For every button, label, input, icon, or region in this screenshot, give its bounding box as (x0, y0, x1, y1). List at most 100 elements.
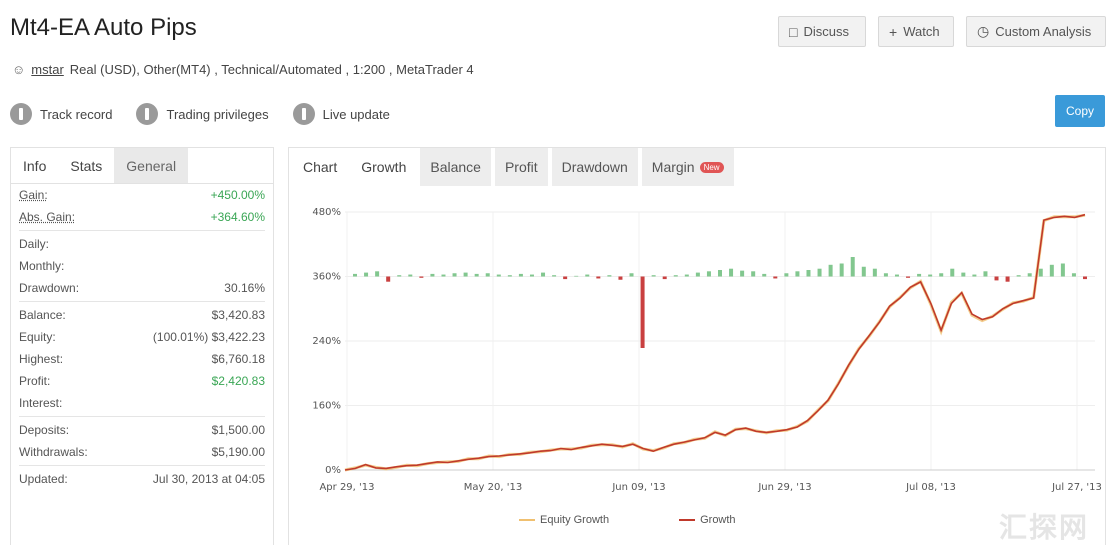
profit-bar (806, 270, 811, 277)
stat-row: Equity: (100.01%) $3,422.23 (11, 326, 273, 348)
stats-panel: Info Stats General Gain: +450.00% Abs. Gai… (10, 147, 274, 545)
profit-bar (640, 276, 645, 348)
growth-line (344, 213, 1086, 471)
user-icon: ☺ (12, 62, 26, 77)
profit-bar (773, 276, 778, 279)
tab-stats[interactable]: Stats (58, 148, 115, 183)
chart-tab-label: Drawdown (561, 159, 628, 175)
custom-analysis-label: Custom Analysis (995, 24, 1092, 39)
stats-divider (19, 465, 265, 466)
toggle-label: Track record (40, 106, 113, 122)
tab-drawdown[interactable]: Drawdown (551, 148, 638, 186)
toggle-label: Live update (322, 106, 390, 122)
profit-bar (828, 264, 833, 277)
profit-bar (463, 272, 468, 277)
profit-bar (928, 274, 933, 277)
toggle-knob-icon (136, 103, 159, 125)
stat-row: Withdrawals: $5,190.00 (11, 441, 273, 463)
stat-row: Interest: (11, 392, 273, 414)
stat-row: Gain: +450.00% (11, 184, 273, 206)
profit-bar (397, 275, 402, 277)
chart-tab-label: Growth (361, 159, 407, 175)
track-record-toggle[interactable]: Track record (10, 103, 112, 125)
trading-privileges-toggle[interactable]: Trading privileges (136, 103, 269, 125)
growth-chart: 0% 160% 240% 360% 480% Apr 29, '13 May 20, '13… (312, 207, 1102, 493)
profit-bar (441, 274, 446, 277)
new-badge: New (699, 161, 724, 173)
profit-bar (596, 276, 601, 279)
y-tick-label: 0% (325, 465, 341, 476)
stats-divider (19, 301, 265, 302)
chart-tabs: Chart Growth Balance Profit Drawdown Margin Ne… (289, 148, 1105, 186)
stat-row: Profit: $2,420.83 (11, 370, 273, 392)
stat-value: 30.16% (224, 281, 265, 295)
profit-bar (618, 276, 623, 280)
stat-label: Equity: (19, 330, 56, 344)
stat-label: Gain: (19, 188, 48, 202)
legend-label: Growth (700, 514, 736, 526)
tab-margin[interactable]: Margin New (641, 148, 734, 186)
stat-value: $3,420.83 (211, 308, 265, 322)
stat-row: Balance: $3,420.83 (11, 304, 273, 326)
stat-row: Abs. Gain: +364.60% (11, 206, 273, 228)
stat-label: Daily: (19, 237, 50, 251)
y-tick-label: 240% (312, 336, 341, 347)
watch-button[interactable]: + Watch (878, 16, 954, 47)
custom-analysis-button[interactable]: ◷ Custom Analysis (966, 16, 1106, 47)
profit-bar (430, 273, 435, 277)
y-tick-label: 480% (312, 207, 341, 218)
profit-bar (950, 268, 955, 277)
tab-info[interactable]: Info (11, 148, 59, 183)
y-tick-label: 360% (312, 272, 341, 283)
chart-tab-label: Profit (504, 159, 538, 175)
stat-row: Monthly: (11, 255, 273, 277)
stat-value: $2,420.83 (211, 374, 265, 388)
profit-bar (850, 257, 855, 277)
profit-bar (353, 273, 357, 277)
tab-profit[interactable]: Profit (494, 148, 548, 186)
stat-value: $1,500.00 (211, 423, 265, 437)
live-update-toggle[interactable]: Live update (292, 103, 390, 125)
y-tick-label: 160% (312, 401, 341, 412)
stat-label: Withdrawals: (19, 445, 88, 459)
profit-bar (507, 275, 512, 277)
stat-row: Highest: $6,760.18 (11, 348, 273, 370)
copy-button[interactable]: Copy (1055, 95, 1105, 127)
tab-general[interactable]: General (114, 148, 189, 183)
legend-growth[interactable]: Growth (679, 514, 736, 526)
profit-bar (529, 274, 534, 277)
profit-bar (872, 268, 877, 277)
profit-bar (817, 268, 822, 277)
profit-bar (795, 271, 800, 277)
profit-bar (408, 274, 413, 277)
profit-bar (386, 276, 391, 282)
user-link[interactable]: mstar (31, 62, 64, 77)
chart-tab-label: Balance (430, 159, 481, 175)
x-tick-label: Apr 29, '13 (319, 482, 374, 493)
stat-row: Updated: Jul 30, 2013 at 04:05 (11, 468, 273, 490)
stat-label: Monthly: (19, 259, 65, 273)
x-tick-label: Jul 08, '13 (905, 482, 956, 493)
profit-bar (485, 273, 490, 277)
profit-bar (994, 276, 999, 281)
profit-bar (906, 276, 911, 278)
tab-chart[interactable]: Chart (293, 148, 347, 186)
system-meta: ☺ mstar Real (USD), Other(MT4) , Technic… (12, 62, 474, 77)
toggle-knob-icon (10, 103, 32, 125)
stat-label: Interest: (19, 396, 63, 410)
plus-icon: + (889, 23, 898, 40)
stat-label: Updated: (19, 472, 68, 486)
profit-bar (729, 268, 734, 277)
legend-swatch-equity (519, 519, 535, 521)
legend-equity-growth[interactable]: Equity Growth (519, 514, 609, 526)
profit-bar (983, 271, 988, 277)
tab-balance[interactable]: Balance (420, 148, 491, 186)
tab-growth[interactable]: Growth (351, 148, 416, 186)
legend-label: Equity Growth (540, 514, 610, 526)
chart-legend: Equity Growth Growth (519, 514, 736, 526)
stats-tabs: Info Stats General (11, 148, 273, 184)
profit-bar (762, 273, 767, 277)
profit-bar (961, 272, 966, 277)
discuss-button[interactable]: □ Discuss (778, 16, 866, 47)
x-tick-label: Jun 09, '13 (611, 482, 665, 493)
